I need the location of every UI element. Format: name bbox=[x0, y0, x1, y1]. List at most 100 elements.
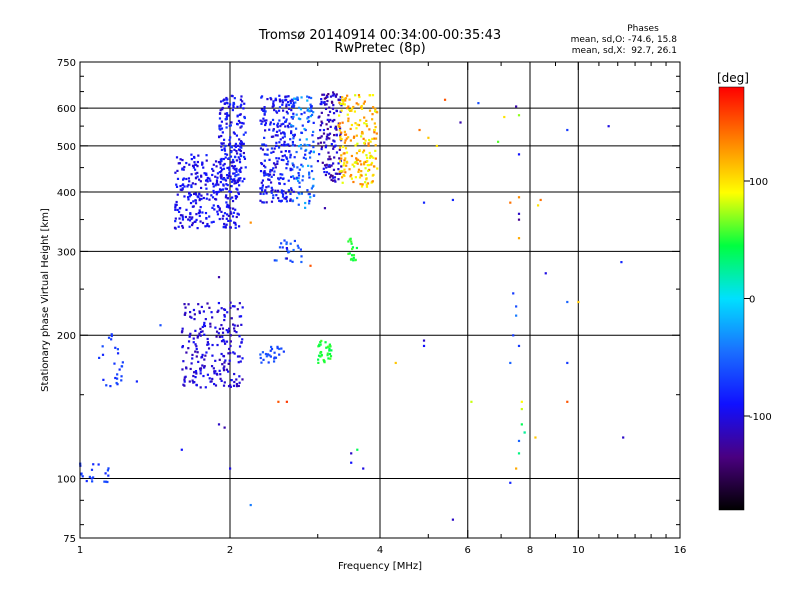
data-point bbox=[209, 179, 212, 182]
data-point bbox=[366, 164, 369, 167]
data-point bbox=[218, 127, 221, 130]
data-point bbox=[328, 349, 331, 352]
data-point bbox=[310, 96, 313, 100]
data-point bbox=[373, 110, 377, 113]
data-point bbox=[238, 315, 241, 318]
data-point bbox=[298, 168, 301, 171]
data-point bbox=[220, 145, 223, 148]
data-point bbox=[222, 384, 226, 387]
data-point bbox=[295, 98, 298, 101]
data-point bbox=[226, 166, 229, 170]
data-point bbox=[349, 109, 352, 112]
data-point bbox=[331, 107, 335, 110]
data-point bbox=[326, 118, 329, 121]
data-point bbox=[188, 335, 191, 338]
data-point bbox=[224, 226, 227, 229]
data-point bbox=[289, 153, 292, 156]
data-point bbox=[325, 163, 328, 166]
data-point bbox=[107, 467, 110, 470]
data-point bbox=[352, 254, 356, 257]
data-point bbox=[184, 311, 187, 314]
data-point bbox=[229, 210, 232, 213]
data-point bbox=[297, 203, 300, 206]
data-point bbox=[320, 111, 323, 114]
data-point bbox=[229, 136, 232, 139]
data-point bbox=[310, 105, 313, 108]
data-point bbox=[285, 167, 288, 170]
data-point bbox=[363, 116, 366, 119]
data-point bbox=[186, 196, 190, 199]
data-point bbox=[374, 137, 378, 140]
data-point bbox=[222, 142, 225, 145]
plot-area: 1 2 4 6 8 10 16 75 100 200 300 400 500 600 750 bbox=[57, 58, 686, 556]
data-point bbox=[339, 138, 342, 141]
data-point bbox=[369, 154, 372, 157]
data-point bbox=[289, 167, 292, 171]
data-point bbox=[227, 114, 230, 117]
data-point bbox=[289, 156, 292, 159]
data-point bbox=[293, 97, 296, 100]
data-point bbox=[300, 255, 303, 258]
data-point bbox=[233, 148, 236, 151]
data-point bbox=[344, 97, 348, 100]
data-point bbox=[325, 346, 328, 349]
data-point bbox=[263, 153, 266, 156]
data-point bbox=[188, 191, 191, 194]
data-point bbox=[235, 152, 239, 155]
data-point bbox=[299, 248, 302, 251]
data-point bbox=[324, 173, 328, 177]
data-point bbox=[220, 159, 223, 163]
data-point bbox=[228, 166, 231, 169]
data-point bbox=[278, 141, 281, 144]
data-point bbox=[374, 107, 377, 110]
data-point bbox=[227, 352, 230, 355]
data-point bbox=[198, 214, 201, 218]
data-point bbox=[340, 170, 343, 173]
data-point bbox=[244, 131, 247, 134]
data-point bbox=[289, 169, 292, 172]
data-point bbox=[193, 161, 196, 164]
data-point bbox=[264, 122, 268, 125]
data-point bbox=[316, 160, 320, 163]
data-point bbox=[201, 161, 204, 164]
data-point bbox=[287, 103, 291, 107]
data-point bbox=[215, 190, 218, 194]
data-point bbox=[443, 98, 447, 101]
data-point bbox=[228, 103, 232, 106]
data-point bbox=[191, 182, 194, 185]
data-point bbox=[310, 187, 313, 190]
data-point bbox=[201, 325, 204, 329]
data-point bbox=[240, 103, 243, 106]
data-point bbox=[352, 136, 356, 140]
data-point bbox=[318, 115, 321, 118]
data-point bbox=[191, 357, 194, 360]
data-point bbox=[319, 355, 322, 358]
data-point bbox=[282, 122, 285, 125]
data-point bbox=[357, 170, 360, 174]
data-point bbox=[281, 101, 284, 104]
data-point bbox=[229, 351, 232, 355]
data-point bbox=[364, 173, 367, 176]
data-point bbox=[226, 184, 229, 187]
data-point bbox=[295, 113, 298, 116]
data-point bbox=[272, 100, 275, 103]
data-point bbox=[199, 205, 202, 209]
data-point bbox=[333, 133, 336, 137]
data-point bbox=[459, 121, 462, 124]
data-point bbox=[278, 129, 281, 132]
data-point bbox=[241, 121, 244, 125]
data-point bbox=[332, 147, 335, 150]
data-point bbox=[223, 147, 226, 150]
data-point bbox=[235, 378, 238, 381]
data-point bbox=[229, 385, 232, 388]
data-point bbox=[222, 164, 225, 167]
data-point bbox=[296, 97, 299, 100]
data-point bbox=[280, 191, 283, 194]
data-point bbox=[277, 109, 281, 112]
data-point bbox=[273, 356, 276, 359]
data-point bbox=[374, 144, 377, 147]
data-point bbox=[348, 238, 351, 241]
data-point bbox=[286, 160, 290, 163]
data-point bbox=[270, 200, 274, 203]
data-point bbox=[181, 330, 184, 333]
